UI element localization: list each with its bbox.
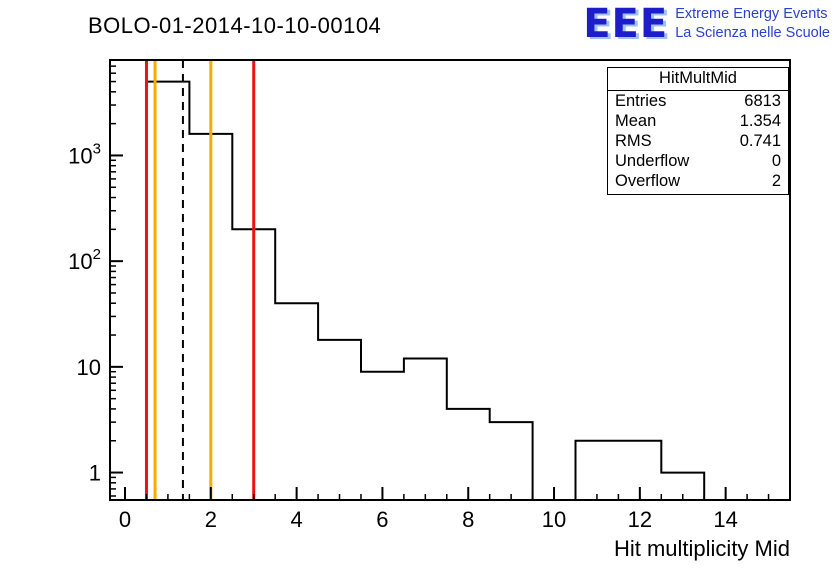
logo-line-2: La Scienza nelle Scuole	[675, 24, 830, 41]
stats-value: 2	[771, 172, 781, 190]
stats-title: HitMultMid	[608, 68, 788, 91]
eee-logo: EEE Extreme Energy Events La Scienza nel…	[583, 0, 830, 47]
y-tick-label: 1	[89, 461, 101, 486]
x-axis-title: Hit multiplicity Mid	[613, 536, 790, 561]
y-tick-label: 10	[77, 355, 101, 380]
stats-row: Overflow 2	[608, 171, 788, 194]
y-tick-label: 102	[68, 246, 101, 274]
x-tick-label: 6	[376, 507, 388, 532]
marker-lines	[144, 60, 256, 500]
stats-box: HitMultMid Entries 6813 Mean 1.354 RMS 0…	[607, 67, 789, 195]
eee-logo-text: EEE	[583, 0, 669, 47]
x-tick-label: 2	[205, 507, 217, 532]
stats-label: Mean	[615, 112, 657, 130]
plot-frame	[109, 59, 791, 501]
x-tick-label: 10	[542, 507, 566, 532]
eee-logo-subtitle: Extreme Energy Events La Scienza nelle S…	[675, 5, 830, 43]
x-tick-label: 8	[462, 507, 474, 532]
stats-value: 0	[771, 152, 781, 170]
x-tick-label: 14	[713, 507, 737, 532]
x-tick-label: 0	[119, 507, 131, 532]
stats-row: Entries 6813	[608, 91, 788, 111]
stats-value: 0.741	[739, 132, 781, 150]
x-tick-label: 12	[628, 507, 652, 532]
y-tick-label: 103	[68, 140, 101, 168]
stats-value: 6813	[744, 92, 781, 110]
stats-row: RMS 0.741	[608, 131, 788, 151]
histogram-line	[145, 80, 748, 501]
stats-label: Entries	[615, 92, 667, 110]
stats-label: Overflow	[615, 172, 681, 190]
x-tick-label: 4	[290, 507, 302, 532]
stats-value: 1.354	[739, 112, 781, 130]
stats-label: RMS	[615, 132, 652, 150]
stats-label: Underflow	[615, 152, 690, 170]
logo-line-1: Extreme Energy Events	[675, 6, 828, 22]
stats-row: Mean 1.354	[608, 111, 788, 131]
x-axis: 0 2 4 6 8 10 12 14	[119, 487, 791, 532]
stats-row: Underflow 0	[608, 151, 788, 171]
y-axis: 1 10 102 103	[68, 59, 123, 497]
plot-title: BOLO-01-2014-10-10-00104	[88, 13, 382, 38]
